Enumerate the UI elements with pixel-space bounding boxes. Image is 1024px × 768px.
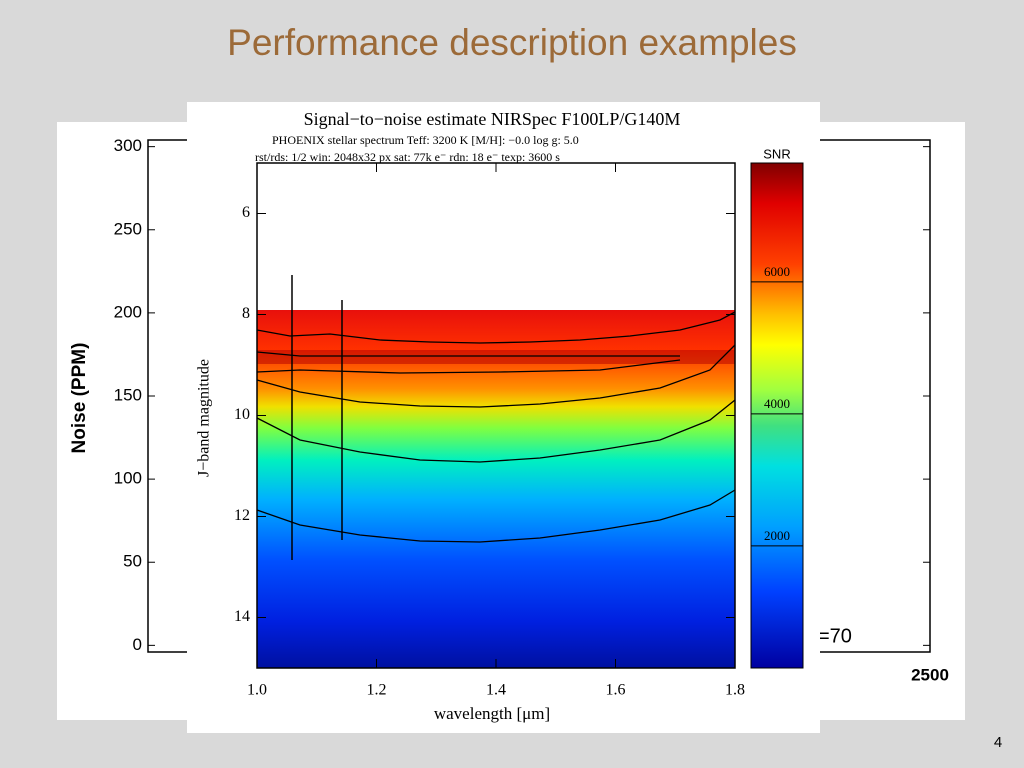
y-tick-label: 0	[133, 635, 142, 654]
annotation: =70	[818, 625, 852, 647]
chart-subtitle: PHOENIX stellar spectrum Teff: 3200 K [M…	[272, 133, 579, 147]
y-tick-label: 300	[114, 136, 142, 155]
contour-line	[291, 275, 343, 560]
contour-line	[256, 489, 736, 543]
colorbar-tick-label: 2000	[764, 528, 790, 543]
y-tick-label: 12	[234, 507, 250, 524]
y-tick-label: 6	[242, 204, 250, 221]
x-tick-label: 1.2	[367, 682, 387, 699]
chart-subtitle: rst/rds: 1/2 win: 2048x32 px sat: 77k e⁻…	[255, 150, 560, 164]
x-tick-label: 1.6	[606, 682, 626, 699]
y-tick-label: 200	[114, 302, 142, 321]
x-tick-label: 1.0	[247, 682, 267, 699]
heatmap-band	[257, 350, 735, 364]
x-tick-label: 1.8	[725, 682, 745, 699]
contour-line	[256, 311, 736, 344]
x-tick-label: 1.4	[486, 682, 506, 699]
x-axis-label: wavelength [μm]	[434, 704, 550, 723]
x-tick-label: 2500	[911, 665, 949, 684]
y-tick-label: 50	[123, 552, 142, 571]
y-tick-label: 250	[114, 219, 142, 238]
contour-line	[256, 351, 680, 357]
colorbar-tick-label: 6000	[764, 264, 790, 279]
y-tick-label: 100	[114, 469, 142, 488]
y-axis-label: Noise (PPM)	[69, 343, 90, 454]
y-axis-label: J−band magnitude	[196, 359, 213, 477]
colorbar-label: SNR	[763, 146, 790, 161]
heatmap-axes: Signal−to−noise estimate NIRSpec F100LP/…	[196, 109, 804, 723]
colorbar	[750, 162, 804, 669]
y-tick-label: 8	[242, 305, 250, 322]
heatmap	[257, 163, 735, 668]
slide-title: Performance description examples	[227, 22, 797, 63]
contour-line	[256, 399, 736, 463]
contour-line	[256, 344, 736, 408]
chart-title: Signal−to−noise estimate NIRSpec F100LP/…	[304, 109, 681, 129]
contour-line	[256, 359, 681, 374]
contours	[256, 275, 736, 560]
colorbar-tick-label: 4000	[764, 396, 790, 411]
page-number: 4	[994, 734, 1002, 751]
y-tick-label: 150	[114, 385, 142, 404]
y-tick-label: 10	[234, 406, 250, 423]
heatmap-image	[257, 310, 735, 668]
y-tick-label: 14	[234, 608, 250, 625]
